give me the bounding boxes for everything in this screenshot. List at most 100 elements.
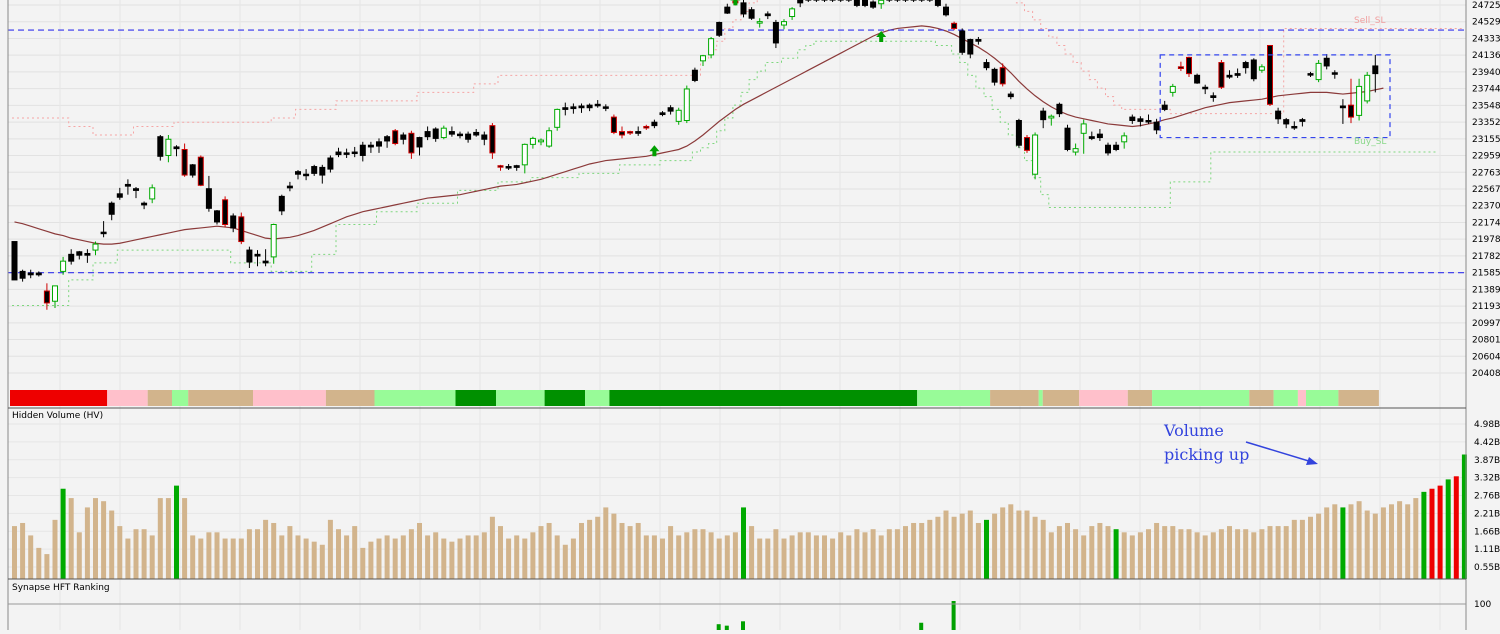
volume-bar (887, 529, 892, 579)
volume-bar (1211, 532, 1216, 579)
price-tick-label: 21389 (1472, 285, 1500, 295)
volume-bar (85, 507, 90, 579)
candle-body (976, 40, 981, 42)
candle-body (935, 0, 940, 5)
candle-body (1178, 67, 1183, 69)
candle-body (522, 144, 527, 164)
candle-body (328, 158, 333, 169)
volume-bar (1316, 514, 1321, 579)
volume-bar (506, 539, 511, 579)
candle-body (684, 89, 689, 121)
candle-body (1203, 87, 1208, 89)
candle (952, 22, 957, 31)
candle-body (117, 194, 122, 197)
volume-tick-label: 2.21B (1474, 509, 1500, 519)
price-tick-label: 22370 (1472, 202, 1500, 212)
candle-body (1365, 75, 1370, 101)
candle-body (1130, 117, 1135, 120)
candle-body (93, 244, 98, 250)
candle-body (620, 132, 625, 135)
volume-bar (944, 511, 949, 579)
volume-bar (1357, 501, 1362, 579)
volume-bar (44, 554, 49, 579)
volume-bar (701, 529, 706, 579)
volume-bar (603, 507, 608, 579)
volume-bar (101, 501, 106, 579)
volume-bar (765, 539, 770, 579)
volume-bar (125, 539, 130, 579)
volume-bar (1073, 529, 1078, 579)
price-tick-label: 24333 (1472, 34, 1500, 44)
volume-bar (822, 535, 827, 579)
candle-body (498, 166, 503, 168)
candle-body (279, 196, 284, 210)
regime-segment (609, 390, 917, 406)
volume-bar (636, 523, 641, 579)
regime-segment (1128, 390, 1152, 406)
volume-bar (1227, 526, 1232, 579)
volume-bar (919, 523, 924, 579)
candle-body (239, 217, 244, 242)
candle-body (1251, 60, 1256, 79)
volume-bar (1195, 532, 1200, 579)
candle-body (960, 31, 965, 52)
candle-body (952, 23, 957, 28)
volume-panel-title: Hidden Volume (HV) (12, 411, 103, 421)
candle-body (36, 273, 41, 275)
candle-body (466, 134, 471, 139)
volume-bar (417, 523, 422, 579)
candle-body (1340, 106, 1345, 108)
candle-body (765, 14, 770, 16)
volume-bar (838, 532, 843, 579)
volume-bar (628, 526, 633, 579)
candle-body (871, 2, 876, 7)
candle (547, 127, 552, 147)
volume-bar (166, 498, 171, 579)
volume-bar (239, 539, 244, 579)
candle-body (441, 128, 446, 137)
volume-bar (1114, 529, 1119, 579)
regime-segment (1039, 390, 1043, 406)
volume-bar (1016, 511, 1021, 579)
volume-bar (69, 498, 74, 579)
candle (1187, 57, 1192, 77)
volume-bar (231, 539, 236, 579)
candle-body (603, 107, 608, 109)
volume-bar (1170, 526, 1175, 579)
candle-body (1308, 74, 1313, 76)
candle-body (109, 203, 114, 214)
volume-bar (1446, 479, 1451, 579)
volume-bar (1162, 526, 1167, 579)
candle-body (53, 286, 58, 301)
candle-body (1187, 57, 1192, 73)
sell-sl-label: Sell_SL (1354, 16, 1385, 26)
candle-body (1170, 86, 1175, 92)
candle-body (385, 137, 390, 141)
volume-bar (1065, 523, 1070, 579)
price-tick-label: 24725 (1472, 1, 1500, 11)
price-tick-label: 22959 (1472, 152, 1500, 162)
candle-body (1284, 120, 1289, 124)
candle-body (1316, 63, 1321, 79)
candle-body (555, 109, 560, 127)
candle-body (1332, 73, 1337, 75)
candle-body (125, 184, 130, 186)
regime-segment (10, 390, 107, 406)
volume-bar (223, 539, 228, 579)
candle-body (255, 254, 260, 256)
candle-body (984, 63, 989, 68)
regime-segment (1152, 390, 1249, 406)
candle-body (12, 242, 17, 280)
volume-bar (1138, 532, 1143, 579)
volume-bar (255, 529, 260, 579)
price-tick-label: 23352 (1472, 118, 1500, 128)
candle-body (1073, 149, 1078, 152)
volume-axis: 4.98B4.42B3.87B3.32B2.76B2.21B1.66B1.11B… (1474, 420, 1500, 573)
candle-body (717, 22, 722, 35)
volume-bar (976, 523, 981, 579)
volume-bar (1235, 529, 1240, 579)
volume-bar (344, 535, 349, 579)
candle-body (1219, 63, 1224, 88)
volume-bar (449, 542, 454, 579)
volume-bar (1421, 492, 1426, 579)
